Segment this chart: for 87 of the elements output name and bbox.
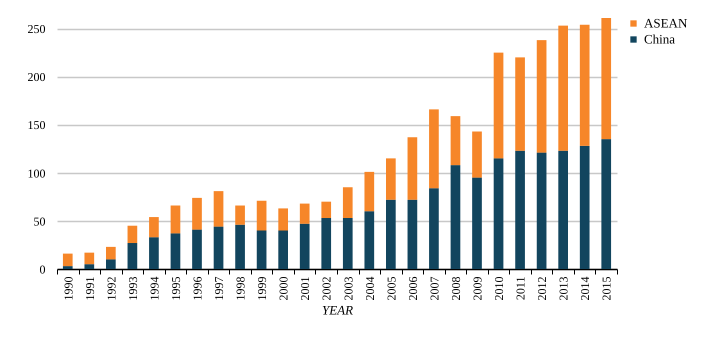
x-tick-label: 1996	[190, 276, 204, 300]
bar	[536, 152, 546, 269]
x-tick-label: 1991	[82, 276, 97, 300]
bar	[149, 237, 159, 269]
bar	[256, 230, 266, 269]
x-tick-label: 1990	[61, 276, 76, 300]
bar	[62, 266, 73, 269]
bar	[429, 109, 439, 188]
bar	[278, 230, 288, 269]
x-tick-label: 2010	[492, 276, 506, 300]
y-tick-label: 250	[28, 22, 46, 36]
bar	[128, 226, 138, 244]
legend-label: ASEAN	[644, 16, 688, 30]
y-tick-label: 0	[40, 262, 46, 276]
bar	[321, 218, 332, 269]
x-tick-label: 1998	[234, 276, 248, 300]
x-tick-label: 1994	[147, 276, 162, 300]
bar	[300, 224, 310, 269]
x-tick-label: 2008	[448, 276, 463, 300]
bar	[558, 150, 568, 269]
x-tick-label: 1995	[168, 276, 183, 300]
bar	[170, 233, 180, 269]
x-tick-label: 2011	[514, 276, 528, 300]
bar	[515, 57, 525, 151]
bar	[408, 137, 418, 200]
bar	[62, 254, 73, 266]
y-tick-label: 100	[28, 166, 46, 180]
bar	[515, 150, 525, 269]
bar	[214, 191, 224, 227]
legend-label: China	[644, 32, 676, 46]
x-tick-label: 2012	[535, 276, 550, 300]
bar	[342, 187, 353, 218]
bar	[170, 206, 180, 234]
x-tick-label: 2013	[556, 276, 571, 300]
x-tick-label: 2006	[406, 276, 420, 300]
x-tick-label: 2007	[427, 276, 442, 300]
bar	[558, 26, 568, 151]
bar	[450, 165, 460, 269]
bar	[84, 264, 94, 269]
bar	[235, 224, 245, 269]
bar	[192, 230, 202, 269]
bar	[321, 202, 332, 218]
bar	[408, 200, 418, 269]
x-tick-label: 1999	[255, 276, 270, 300]
bar	[84, 252, 94, 264]
y-tick-label: 50	[34, 214, 46, 228]
bar	[106, 259, 116, 269]
bar	[278, 208, 288, 231]
bar	[386, 200, 396, 269]
bar	[601, 139, 612, 269]
bar	[494, 158, 504, 269]
bar	[472, 178, 482, 269]
bar	[364, 172, 374, 212]
bar	[472, 131, 482, 178]
bar	[429, 188, 439, 269]
bar	[580, 24, 590, 146]
bar	[536, 40, 546, 153]
x-tick-label: 1992	[104, 276, 118, 300]
bar	[149, 217, 159, 238]
x-tick-label: 2014	[578, 276, 592, 300]
x-tick-label: 2000	[276, 276, 291, 300]
x-tick-label: 1993	[126, 276, 140, 300]
x-tick-label: 2002	[320, 276, 334, 300]
bar	[450, 116, 460, 166]
y-tick-label: 150	[28, 118, 46, 132]
bar	[386, 158, 396, 200]
bar	[364, 211, 374, 269]
x-tick-label: 2003	[341, 276, 356, 300]
x-tick-label: 2015	[600, 276, 614, 300]
y-tick-label: 200	[28, 70, 46, 84]
bar	[300, 204, 310, 224]
bar	[106, 246, 116, 260]
x-tick-label: 2001	[298, 276, 312, 300]
x-axis-title: YEAR	[322, 302, 354, 318]
bar	[580, 146, 590, 269]
x-tick-label: 2004	[362, 276, 377, 300]
bar	[494, 52, 504, 158]
x-tick-label: 2009	[470, 276, 484, 300]
bar	[256, 200, 266, 231]
bar	[128, 243, 138, 269]
x-tick-label: 1997	[212, 276, 226, 300]
bar	[235, 206, 245, 225]
x-tick-label: 2005	[384, 276, 398, 300]
bar	[192, 198, 202, 230]
bar	[342, 218, 353, 269]
bar	[601, 18, 612, 140]
bar	[214, 226, 224, 269]
